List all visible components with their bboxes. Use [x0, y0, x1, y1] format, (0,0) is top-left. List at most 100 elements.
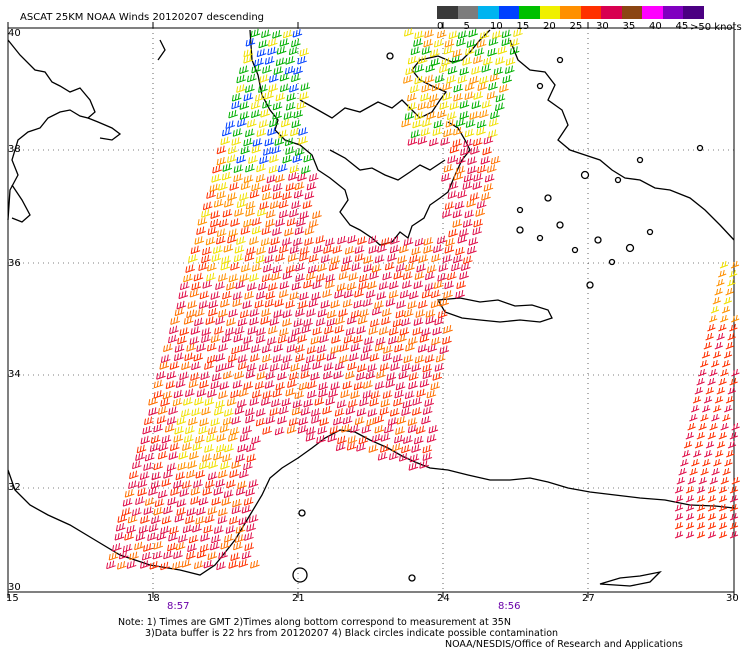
wind-barb [261, 29, 271, 39]
wind-barb [700, 359, 709, 368]
wind-barb [379, 362, 390, 372]
wind-barb [495, 93, 506, 103]
wind-barb [285, 56, 295, 65]
wind-barb [235, 453, 246, 463]
wind-barb [330, 299, 341, 309]
wind-barb [423, 237, 434, 246]
wind-barb [204, 514, 215, 524]
wind-barb [441, 57, 451, 67]
wind-barb [353, 381, 364, 391]
wind-barb [108, 552, 119, 561]
wind-barbs [106, 28, 740, 571]
wind-barb [308, 219, 319, 228]
wind-barb [429, 137, 439, 147]
wind-barb [483, 56, 493, 66]
wind-barb [251, 182, 261, 192]
wind-barb [269, 317, 280, 326]
wind-barb [185, 264, 195, 273]
wind-barb [718, 494, 728, 503]
wind-barb [285, 182, 296, 192]
wind-barb [426, 389, 437, 399]
wind-barb [221, 127, 232, 137]
wind-barb [251, 389, 262, 399]
wind-barb [305, 354, 316, 364]
wind-barb [421, 327, 431, 337]
wind-barb [220, 136, 231, 146]
wind-barb [313, 245, 323, 254]
wind-barb [166, 416, 177, 425]
wind-barb [716, 332, 725, 341]
wind-barb [685, 485, 695, 494]
wind-barb [215, 353, 226, 362]
wind-barb [193, 479, 203, 489]
wind-barb [265, 218, 276, 228]
wind-barb [202, 280, 213, 289]
wind-barb [227, 433, 238, 442]
wind-barb [720, 476, 729, 485]
wind-barb [300, 370, 311, 379]
wind-barb [349, 352, 359, 362]
wind-barb [443, 45, 454, 55]
wind-barb [325, 396, 336, 406]
wind-barb [339, 343, 350, 352]
wind-barb [160, 354, 171, 364]
wind-barb [250, 100, 261, 110]
legend-swatch [621, 6, 643, 19]
wind-barb [183, 316, 194, 325]
wind-barb [465, 46, 475, 56]
wind-barb [407, 102, 417, 111]
wind-barb [456, 280, 466, 290]
lon-label-21: 21 [292, 593, 305, 604]
wind-barb [398, 370, 409, 380]
wind-barb [315, 317, 326, 327]
wind-barb [324, 325, 334, 335]
wind-barb [397, 255, 407, 264]
wind-barb [166, 370, 177, 380]
wind-barb [422, 363, 433, 373]
wind-barb [185, 425, 195, 435]
wind-barb [243, 218, 253, 228]
wind-barb [509, 46, 520, 55]
wind-barb [729, 269, 738, 278]
wind-barb [257, 207, 267, 217]
wind-barb [347, 435, 358, 444]
wind-barb [399, 327, 410, 336]
wind-barb [230, 262, 240, 271]
wind-barb [237, 399, 247, 408]
wind-barb [397, 334, 407, 343]
wind-barb [229, 182, 240, 191]
wind-barb [345, 406, 356, 415]
wind-barb [213, 199, 224, 208]
wind-barb [187, 300, 198, 309]
wind-barb [401, 118, 411, 128]
wind-barb [336, 282, 347, 292]
wind-barb [504, 65, 515, 75]
wind-barb [261, 273, 272, 283]
wind-barb [227, 192, 238, 201]
wind-barb [447, 65, 458, 75]
wind-barb [674, 512, 684, 521]
wind-barb [363, 380, 373, 389]
wind-barb [286, 92, 297, 102]
wind-barb [268, 325, 278, 335]
wind-barb [249, 189, 260, 199]
wind-barb [426, 434, 437, 443]
wind-barb [388, 327, 399, 336]
wind-barb [157, 451, 168, 460]
wind-barb [256, 371, 267, 380]
wind-barb [289, 208, 299, 218]
wind-barb [410, 129, 421, 139]
legend-swatch [437, 6, 458, 19]
wind-barb [426, 111, 437, 120]
wind-barb [502, 75, 513, 84]
wind-barb [143, 462, 153, 471]
wind-barb [718, 431, 727, 440]
wind-barb [224, 533, 234, 543]
wind-barb [320, 254, 331, 264]
wind-barb [232, 298, 243, 308]
wind-barb [238, 516, 249, 526]
wind-barb [415, 309, 426, 318]
wind-barb [337, 235, 347, 245]
legend-tick-label: 10 [490, 21, 503, 32]
wind-barb [322, 406, 332, 415]
